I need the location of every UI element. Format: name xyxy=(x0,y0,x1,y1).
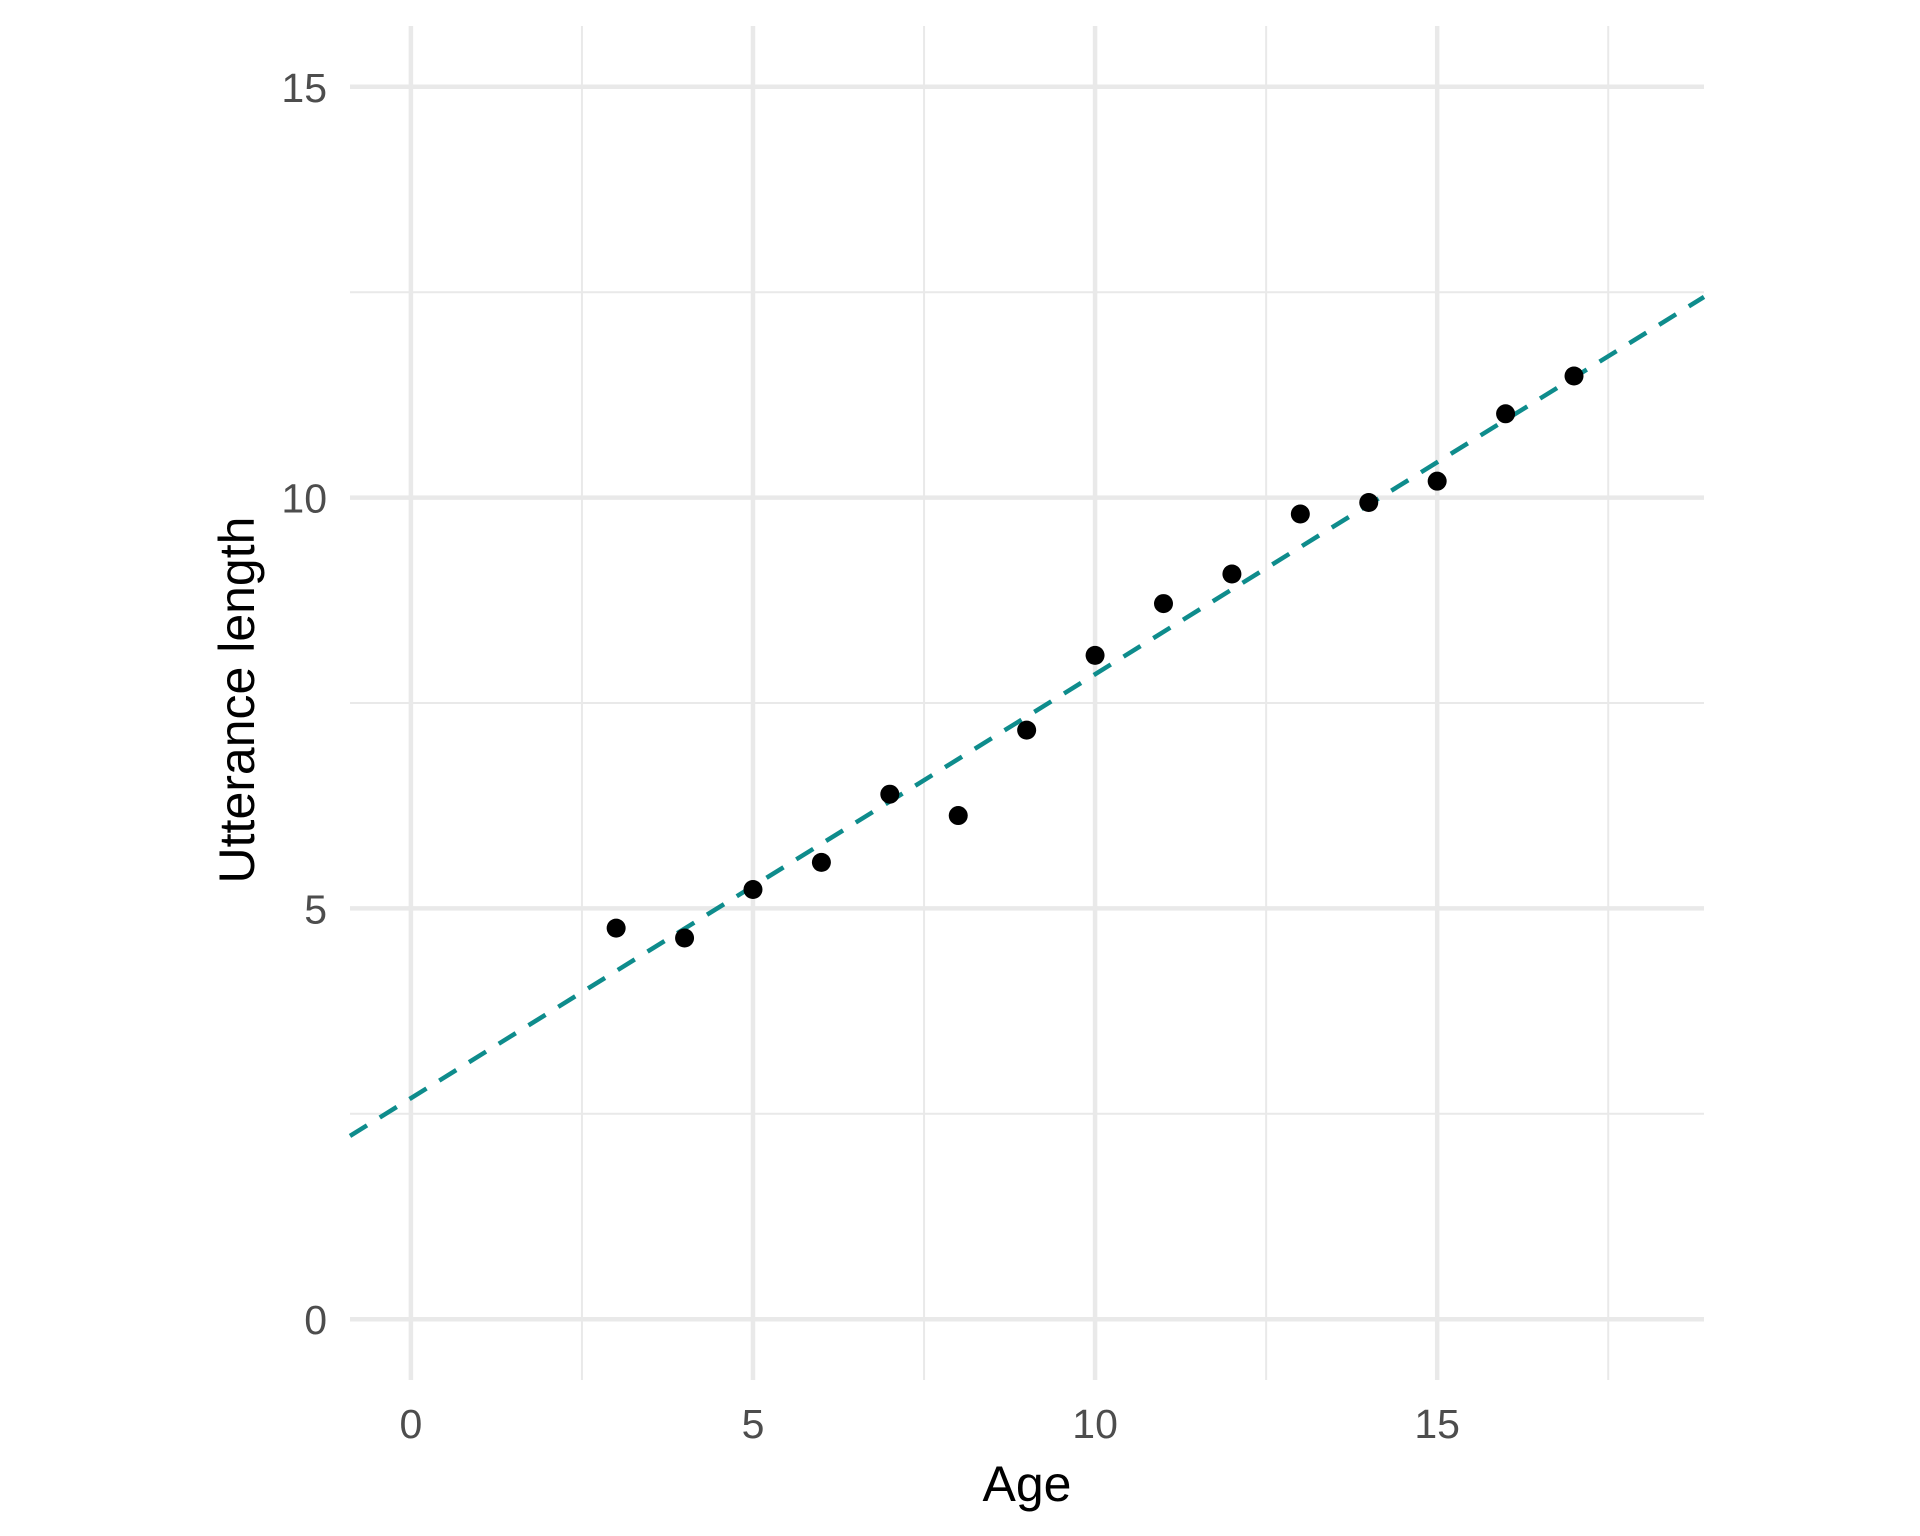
y-tick-label: 15 xyxy=(281,65,327,111)
data-point xyxy=(1359,493,1379,513)
data-point xyxy=(1017,720,1037,740)
data-point xyxy=(1427,471,1447,491)
y-tick-label: 0 xyxy=(304,1297,327,1343)
data-point xyxy=(1496,404,1516,424)
data-point xyxy=(1222,564,1242,584)
x-tick-label: 5 xyxy=(742,1401,765,1447)
x-axis-title: Age xyxy=(982,1456,1072,1512)
data-point xyxy=(606,918,626,938)
data-point xyxy=(948,806,968,826)
x-tick-label: 10 xyxy=(1072,1401,1118,1447)
data-point xyxy=(1564,366,1584,386)
data-point xyxy=(811,852,831,872)
x-tick-label: 0 xyxy=(399,1401,422,1447)
data-point xyxy=(675,928,695,948)
y-tick-label: 10 xyxy=(281,476,327,522)
data-point xyxy=(743,880,763,900)
data-point xyxy=(1153,594,1173,614)
data-point xyxy=(1085,645,1105,665)
y-tick-label: 5 xyxy=(304,886,327,932)
data-point xyxy=(880,784,900,804)
data-point xyxy=(1290,504,1310,524)
x-tick-label: 15 xyxy=(1414,1401,1460,1447)
y-axis-title: Utterance length xyxy=(209,516,265,884)
trend-line xyxy=(348,295,1706,1138)
